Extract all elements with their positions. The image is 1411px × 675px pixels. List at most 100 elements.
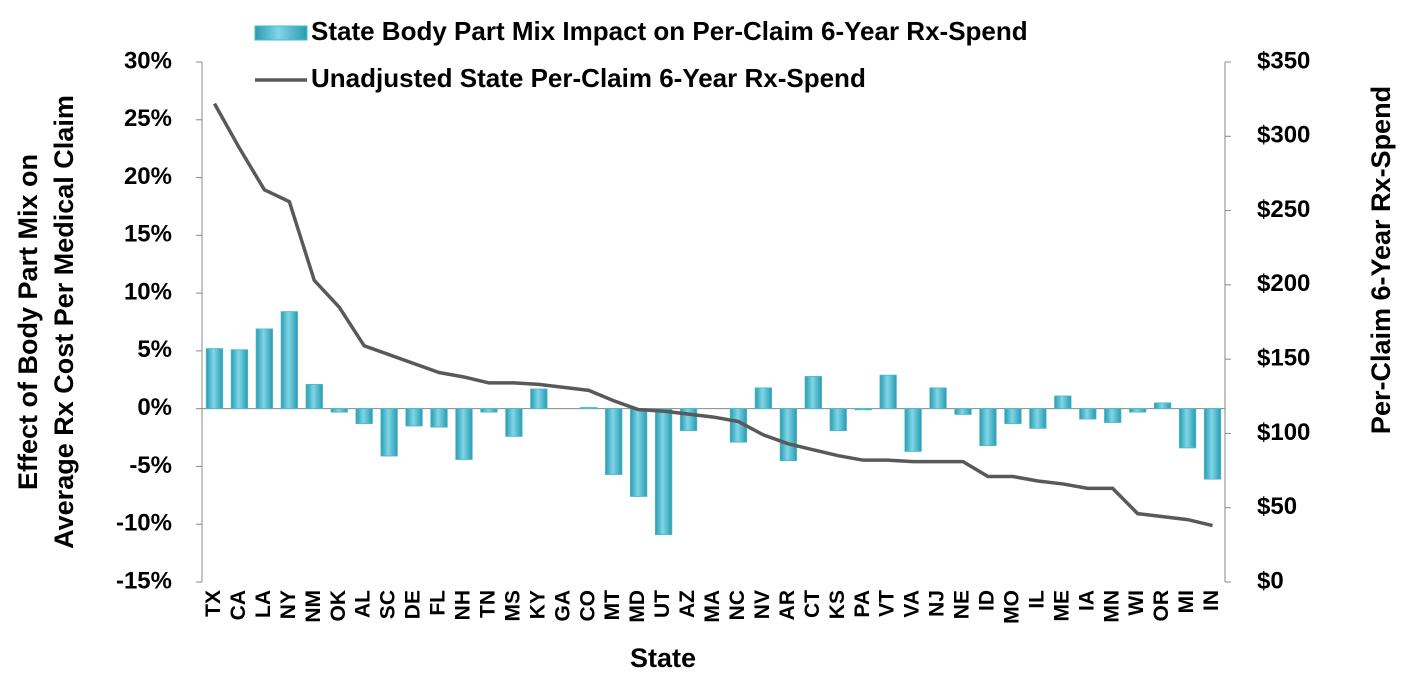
bar [205, 348, 224, 410]
x-tick-label: GA [551, 590, 574, 622]
x-tick-label: MD [626, 590, 649, 623]
bar [954, 408, 972, 415]
bar [580, 407, 598, 410]
bar [1153, 402, 1172, 410]
x-tick-label: NC [726, 590, 749, 620]
x-tick-label: IA [1075, 590, 1098, 611]
x-tick-label: LA [252, 590, 275, 618]
bar [1079, 408, 1097, 420]
x-tick-label: KS [826, 590, 849, 619]
bar [754, 387, 773, 410]
x-tick-label: CT [801, 590, 824, 618]
bar [1203, 408, 1222, 480]
bar [829, 408, 847, 432]
y2-tick-label: $50 [1257, 493, 1297, 520]
y-tick-label: 5% [137, 336, 172, 363]
bar [854, 408, 872, 411]
bar [330, 408, 348, 413]
bar [530, 388, 548, 410]
bar [255, 328, 274, 410]
bar [430, 408, 448, 428]
x-tick-label: UT [651, 590, 674, 618]
y-tick-label: -10% [116, 510, 172, 537]
y-axis-title: Average Rx Cost Per Medical Claim [49, 95, 79, 549]
x-tick-label: NV [751, 590, 774, 619]
y-tick-label: 30% [124, 47, 172, 74]
bar [1054, 395, 1072, 410]
bar [904, 408, 922, 452]
x-tick-label: CO [576, 590, 599, 622]
bar [1104, 408, 1122, 423]
x-tick-label: OR [1150, 590, 1173, 622]
x-tick-label: KY [526, 590, 549, 619]
legend-swatch [254, 25, 308, 41]
y2-tick-label: $250 [1257, 196, 1310, 223]
x-tick-label: TN [476, 590, 499, 618]
y2-tick-label: $0 [1257, 567, 1284, 594]
x-tick-label: AR [776, 590, 799, 620]
y2-axis-title: Per-Claim 6-Year Rx-Spend [1366, 86, 1396, 434]
bar [654, 408, 673, 536]
x-tick-label: NY [277, 590, 300, 619]
x-tick-label: NM [302, 590, 325, 623]
x-axis-title: State [630, 643, 696, 673]
x-tick-label: FL [427, 590, 450, 616]
bar [1178, 408, 1197, 449]
bar [230, 349, 249, 410]
x-tick-label: IN [1200, 590, 1223, 611]
y-tick-label: -15% [116, 567, 172, 594]
x-tick-label: MO [1000, 590, 1023, 624]
x-tick-label: NH [452, 590, 475, 620]
y-tick-label: 0% [137, 394, 172, 421]
line [212, 102, 1213, 528]
y-tick-label: 10% [124, 278, 172, 305]
y2-tick-label: $350 [1257, 47, 1310, 74]
x-tick-label: NJ [926, 590, 949, 617]
bar [380, 408, 398, 457]
bar [605, 408, 623, 475]
bar [480, 408, 498, 413]
y-axis-title: Effect of Body Part Mix on [13, 154, 43, 490]
y-tick-label: 25% [124, 105, 172, 132]
legend-label: Unadjusted State Per-Claim 6-Year Rx-Spe… [311, 63, 866, 93]
bar [804, 375, 822, 410]
bar [630, 408, 648, 497]
x-tick-label: MI [1175, 590, 1198, 613]
bar [280, 311, 298, 410]
x-tick-label: AZ [676, 590, 699, 618]
x-tick-label: NE [951, 590, 974, 619]
x-tick-label: MN [1100, 590, 1123, 623]
y2-tick-label: $200 [1257, 270, 1310, 297]
x-tick-label: WI [1125, 590, 1148, 616]
bar [305, 383, 323, 410]
bar [405, 408, 423, 427]
bar [505, 408, 523, 437]
x-tick-label: PA [851, 590, 874, 618]
x-tick-label: IL [1025, 590, 1048, 609]
x-tick-label: SC [377, 590, 400, 619]
x-tick-label: MA [701, 590, 724, 623]
y-tick-label: -5% [129, 452, 172, 479]
x-tick-label: CA [227, 590, 250, 620]
x-tick-label: DE [402, 590, 425, 619]
y2-tick-label: $300 [1257, 122, 1310, 149]
x-tick-label: MT [601, 590, 624, 620]
bar [1004, 408, 1022, 425]
bar [1029, 408, 1047, 429]
y2-tick-label: $100 [1257, 419, 1310, 446]
x-tick-label: TX [202, 590, 225, 617]
y-tick-label: 20% [124, 163, 172, 190]
x-tick-label: ME [1050, 590, 1073, 622]
x-tick-label: OK [327, 590, 350, 622]
x-tick-label: AL [352, 590, 375, 618]
x-tick-label: VT [876, 590, 899, 617]
bar [929, 387, 947, 410]
x-tick-label: VA [901, 590, 924, 618]
bar [1129, 408, 1147, 413]
bar [879, 374, 897, 410]
x-tick-label: MS [501, 590, 524, 622]
y-tick-label: 15% [124, 221, 172, 248]
bar [979, 408, 997, 447]
x-tick-label: ID [976, 590, 999, 611]
